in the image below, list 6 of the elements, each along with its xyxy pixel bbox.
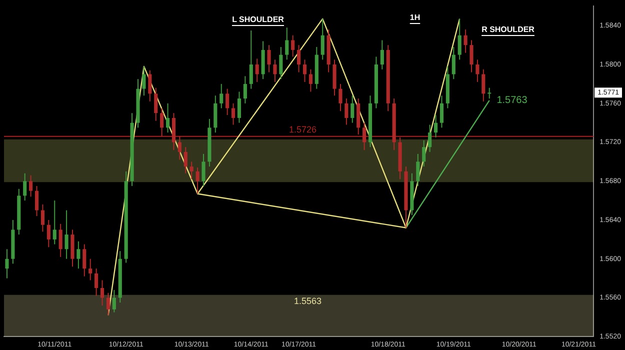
annotation: L SHOULDER	[232, 15, 284, 24]
annotation: 1.5763	[496, 94, 528, 106]
band-label: 1.5563	[294, 296, 322, 306]
annotation: R SHOULDER	[482, 25, 535, 34]
annotation: 1H	[410, 13, 420, 22]
ref-line-label: 1.5726	[289, 124, 317, 134]
